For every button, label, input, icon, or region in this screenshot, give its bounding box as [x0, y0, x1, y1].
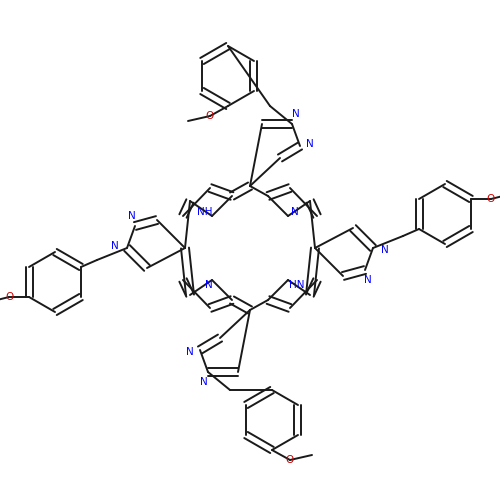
- Text: O: O: [286, 455, 294, 465]
- Text: O: O: [487, 194, 495, 204]
- Text: N: N: [186, 347, 194, 357]
- Text: NH: NH: [197, 207, 213, 217]
- Text: N: N: [381, 245, 389, 255]
- Text: O: O: [206, 111, 214, 121]
- Text: N: N: [111, 241, 119, 251]
- Text: N: N: [306, 139, 314, 149]
- Text: N: N: [292, 109, 300, 119]
- Text: N: N: [128, 211, 136, 221]
- Text: HN: HN: [289, 280, 305, 290]
- Text: N: N: [200, 377, 208, 387]
- Text: N: N: [291, 207, 299, 217]
- Text: N: N: [364, 275, 372, 285]
- Text: N: N: [205, 280, 213, 290]
- Text: O: O: [5, 292, 13, 302]
